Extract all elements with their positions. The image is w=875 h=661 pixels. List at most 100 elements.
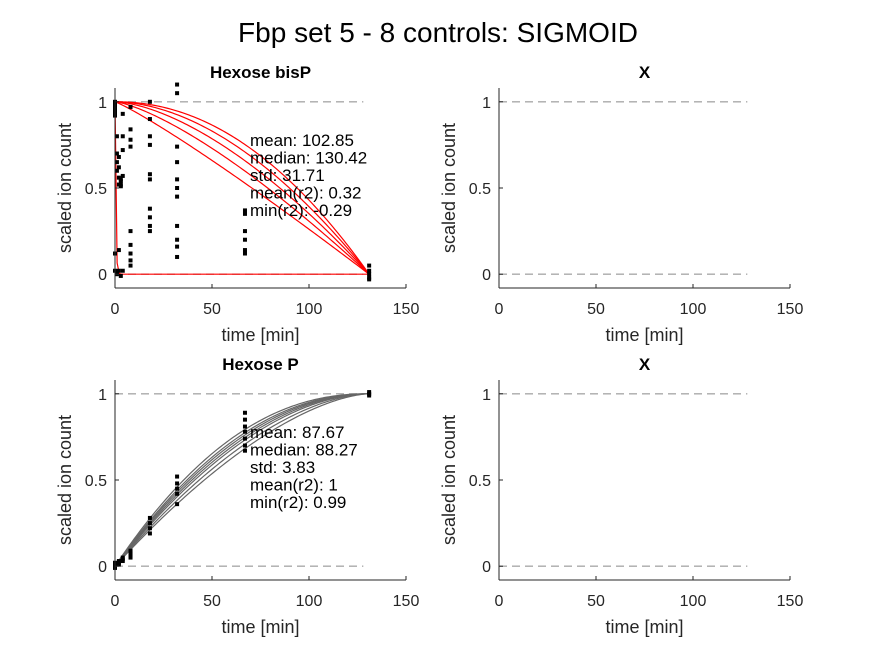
panel-hexose-bisp: 0 50 100 150 0 0.5 1 time [min] scaled ion count… [55,63,419,345]
panel-x-top: 0 50 100 150 0 0.5 1 time [min] scaled ion count… [439,63,803,345]
panel-title: X [639,63,651,82]
data-point [120,148,125,153]
data-point [114,168,119,173]
y-tick-label: 1 [482,95,491,112]
data-point [367,272,372,277]
data-point [175,177,180,182]
data-point [175,82,180,87]
data-point [116,165,121,170]
y-tick-label: 0.5 [85,181,107,198]
fit-curve-1 [114,101,370,275]
data-point [147,531,152,536]
fit-curve-1 [114,393,370,567]
data-point [128,137,133,142]
panel-title: Hexose P [222,355,299,374]
stat-line: mean(r2): 0.32 [250,184,362,203]
data-point [147,206,152,211]
fit-curve-2 [114,393,370,567]
x-tick-label: 50 [587,301,605,318]
panel-x-bottom: 0 50 100 150 0 0.5 1 time [min] scaled ion count… [439,355,803,637]
data-point [128,251,133,256]
data-point [175,502,180,507]
data-point [128,229,133,234]
data-point [242,436,247,441]
data-point [147,172,152,177]
data-point [116,559,121,564]
data-point [116,562,121,567]
data-point [175,474,180,479]
stat-line: min(r2): 0.99 [250,493,346,512]
data-point [175,194,180,199]
data-point [147,99,152,104]
data-point [147,142,152,147]
data-point [175,91,180,96]
fit-curve-4 [114,101,370,275]
x-tick-label: 0 [111,301,120,318]
y-tick-label: 1 [482,387,491,404]
data-point [118,184,123,189]
stat-line: mean: 102.85 [250,131,354,150]
data-point [147,521,152,526]
data-point [116,268,121,273]
data-point [128,263,133,268]
stat-line: min(r2): -0.29 [250,201,352,220]
data-point [242,248,247,253]
stat-line: median: 130.42 [250,149,367,168]
data-point [118,273,123,278]
y-tick-label: 0 [98,267,107,284]
x-tick-label: 50 [587,593,605,610]
fit-curve-3 [114,101,370,275]
data-point [128,104,133,109]
x-tick-label: 0 [111,593,120,610]
data-point [147,177,152,182]
data-point [128,127,133,132]
data-point [120,268,125,273]
data-point [128,242,133,247]
x-tick-label: 50 [203,593,221,610]
data-point [120,559,125,564]
y-axis-label: scaled ion count [439,123,459,253]
data-point [120,173,125,178]
data-point [367,277,372,282]
stat-line: std: 3.83 [250,458,315,477]
data-point [128,258,133,263]
x-tick-label: 100 [296,301,323,318]
data-point [367,268,372,273]
data-point [242,417,247,422]
data-point [147,526,152,531]
y-tick-label: 0.5 [469,181,491,198]
data-point [120,111,125,116]
x-tick-label: 100 [680,593,707,610]
x-axis-label: time [min] [605,325,683,345]
data-point [116,248,121,253]
data-point [175,486,180,491]
data-point [242,208,247,213]
y-tick-label: 0 [482,267,491,284]
data-point [242,429,247,434]
data-point [147,223,152,228]
fit-curve-5 [114,393,370,567]
data-point [118,179,123,184]
y-tick-label: 0 [98,559,107,576]
data-point [242,237,247,242]
y-axis-label: scaled ion count [55,123,75,253]
stat-line: std: 31.71 [250,166,325,185]
data-point [175,491,180,496]
stat-line: median: 88.27 [250,441,358,460]
data-point [242,229,247,234]
fit-curve-3 [114,393,370,567]
data-point [147,215,152,220]
data-point [128,144,133,149]
data-point [175,244,180,249]
data-point [114,160,119,165]
fit-curve-0 [114,101,370,275]
x-tick-label: 150 [777,593,804,610]
data-point [242,211,247,216]
data-point [114,151,119,156]
figure-title: Fbp set 5 - 8 controls: SIGMOID [238,17,638,48]
x-tick-label: 150 [393,593,420,610]
data-point [116,154,121,159]
x-tick-label: 150 [393,301,420,318]
x-axis-label: time [min] [221,325,299,345]
